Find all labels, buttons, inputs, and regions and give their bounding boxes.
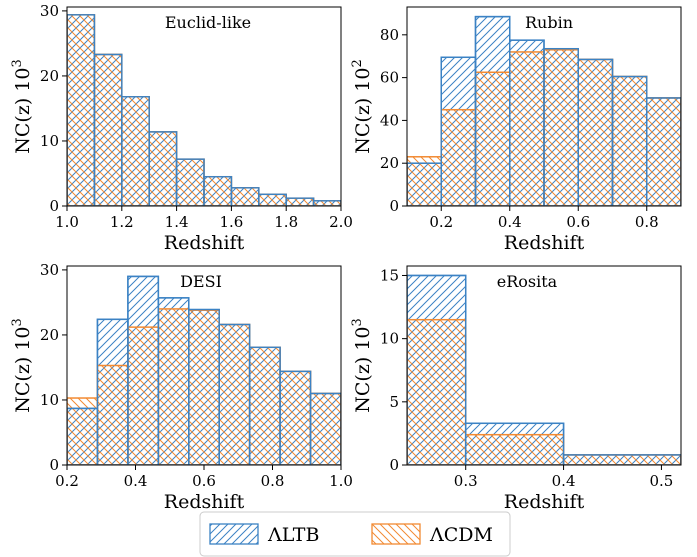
x-axis-label: Redshift <box>504 232 585 254</box>
x-tick-label: 0.4 <box>124 472 148 490</box>
x-tick-label: 0.2 <box>55 472 79 490</box>
bar-lcdm-6 <box>230 187 260 206</box>
legend: ΛLTB ΛCDM <box>199 511 511 557</box>
x-tick-label: 1.4 <box>165 213 189 231</box>
x-tick-label: 0.5 <box>649 472 673 490</box>
x-tick-label: 0.6 <box>192 472 216 490</box>
panel-euclid-like: 1.0 1.2 1.4 1.6 1.8 2.0 0 10 20 30 Euclid-like Reds… <box>10 2 353 254</box>
bar-lcdm-5 <box>577 58 614 206</box>
y-axis-label: NC(z) 103 <box>10 318 34 413</box>
x-tick-label: 1.0 <box>329 472 353 490</box>
bar-lcdm-9 <box>312 200 341 206</box>
panel-title: Rubin <box>525 13 573 32</box>
x-axis-label: Redshift <box>164 232 245 254</box>
y-tick-label: 0 <box>389 456 399 474</box>
y-tick-label: 80 <box>380 26 399 44</box>
bar-lcdm-8 <box>285 197 315 206</box>
bar-lcdm-2 <box>562 454 681 465</box>
y-tick-label: 10 <box>40 391 59 409</box>
panel-title: eRosita <box>497 272 558 291</box>
bar-lcdm-6 <box>611 75 648 206</box>
y-tick-label: 20 <box>40 67 59 85</box>
y-tick-label: 5 <box>389 393 399 411</box>
y-axis-label: NC(z) 102 <box>350 59 374 154</box>
x-tick-label: 1.6 <box>219 213 243 231</box>
x-tick-label: 0.8 <box>635 213 659 231</box>
axes-frame <box>66 6 342 207</box>
legend-frame <box>199 511 511 557</box>
bar-lcdm-0 <box>407 318 467 465</box>
y-tick-label: 0 <box>389 197 399 215</box>
bar-lcdm-3 <box>157 308 190 465</box>
y-tick-label: 0 <box>49 456 59 474</box>
legend-swatch-lcdm <box>371 523 421 545</box>
bar-lcdm-7 <box>258 193 287 206</box>
bar-ltb-outline-9 <box>312 200 341 206</box>
panel-title: DESI <box>180 272 222 291</box>
bar-lcdm-2 <box>127 326 160 465</box>
y-tick-label: 60 <box>380 69 399 87</box>
bar-ltb-outline-0 <box>407 274 467 465</box>
x-tick-label: 0.3 <box>454 472 478 490</box>
x-tick-label: 0.4 <box>498 213 522 231</box>
y-tick-label: 10 <box>380 330 399 348</box>
x-tick-label: 1.2 <box>110 213 134 231</box>
x-tick-label: 2.0 <box>329 213 353 231</box>
legend-label-lcdm: ΛCDM <box>429 524 493 546</box>
bar-lcdm-4 <box>188 309 220 465</box>
y-tick-label: 20 <box>40 326 59 344</box>
bar-lcdm-2 <box>121 96 150 206</box>
x-tick-label: 1.0 <box>55 213 79 231</box>
y-axis-label: NC(z) 103 <box>350 318 374 413</box>
bar-lcdm-5 <box>203 175 233 206</box>
x-tick-label: 0.6 <box>566 213 590 231</box>
legend-swatch-ltb <box>209 523 259 545</box>
y-tick-label: 15 <box>380 266 399 284</box>
bar-lcdm-1 <box>96 364 129 465</box>
x-axis-label: Redshift <box>164 491 245 513</box>
bar-ltb-outline-7 <box>646 97 681 206</box>
x-tick-label: 0.2 <box>429 213 453 231</box>
bar-lcdm-1 <box>440 108 477 206</box>
bar-lcdm-3 <box>148 131 178 206</box>
legend-label-ltb: ΛLTB <box>267 524 319 546</box>
panel-erosita: 0.3 0.4 0.5 0 5 10 15 eRosita Redshift NC(z) 103 <box>350 265 682 513</box>
panel-desi: 0.2 0.4 0.6 0.8 1.0 0 10 20 30 DESI Redshift NC(z) … <box>10 261 353 513</box>
bar-lcdm-1 <box>464 433 565 465</box>
bar-lcdm-7 <box>646 97 681 206</box>
bar-lcdm-2 <box>474 71 511 206</box>
y-tick-label: 30 <box>40 2 59 20</box>
bar-lcdm-1 <box>93 53 123 206</box>
y-tick-label: 20 <box>380 154 399 172</box>
x-tick-label: 0.8 <box>261 472 285 490</box>
y-tick-label: 10 <box>40 132 59 150</box>
bar-lcdm-5 <box>218 323 251 465</box>
y-tick-label: 30 <box>40 261 59 279</box>
panel-rubin: 0.2 0.4 0.6 0.8 0 20 40 60 80 Rubin Redshift NC(z) … <box>350 6 682 254</box>
bar-lcdm-7 <box>279 370 312 465</box>
x-tick-label: 1.8 <box>274 213 298 231</box>
axes-frame <box>406 6 682 207</box>
bar-ltb-outline-2 <box>562 454 681 465</box>
x-tick-label: 0.4 <box>552 472 576 490</box>
y-tick-label: 40 <box>380 111 399 129</box>
bar-lcdm-4 <box>175 158 205 206</box>
y-axis-label: NC(z) 103 <box>10 59 34 154</box>
x-axis-label: Redshift <box>504 491 585 513</box>
bar-lcdm-4 <box>543 49 579 206</box>
panel-title: Euclid-like <box>165 13 251 32</box>
bar-lcdm-3 <box>509 51 545 206</box>
bar-lcdm-8 <box>309 392 341 465</box>
bar-lcdm-0 <box>407 156 442 206</box>
bar-lcdm-0 <box>67 14 96 206</box>
axes-frame <box>406 265 682 466</box>
y-tick-label: 0 <box>49 197 59 215</box>
bar-lcdm-6 <box>248 346 281 465</box>
